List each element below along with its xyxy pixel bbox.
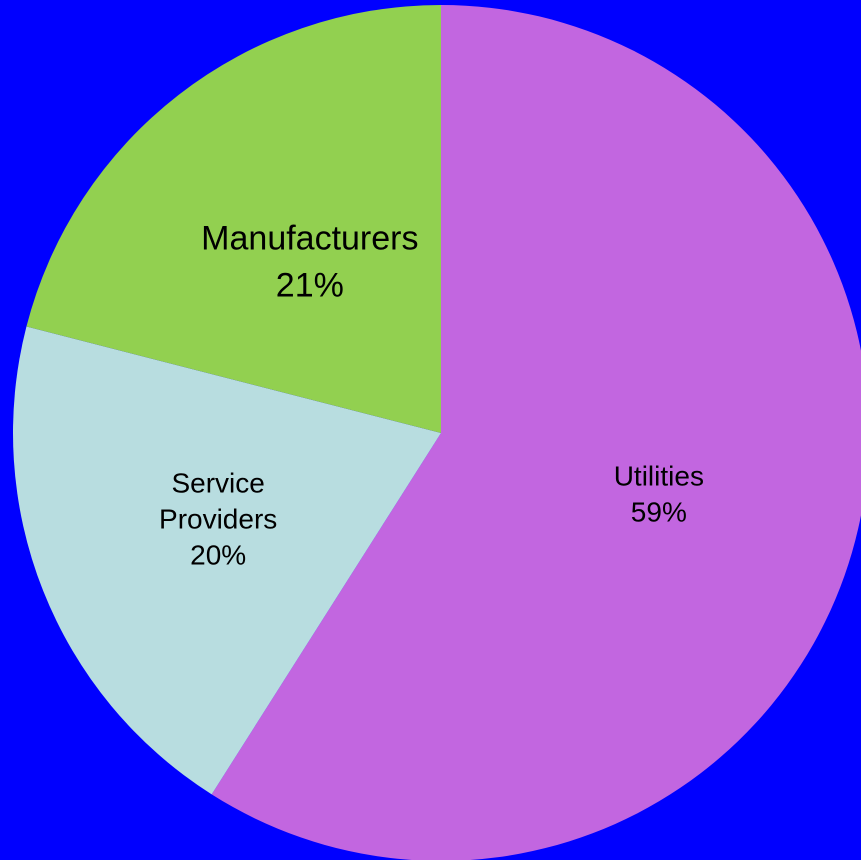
slice-name-label: Service	[171, 468, 264, 499]
pie-slices	[12, 5, 861, 860]
slice-name-label: Providers	[159, 504, 277, 535]
slice-percent-label: 21%	[276, 266, 344, 304]
pie-slice-label: Service Providers 20%	[159, 468, 277, 571]
slice-name-label: Utilities	[614, 461, 704, 492]
pie-labels: Utilities 59% Service Providers 20% Manufactu…	[159, 219, 704, 570]
pie-slice-label: Manufacturers 21%	[201, 219, 418, 304]
slice-percent-label: 59%	[631, 497, 687, 528]
slice-name-label: Manufacturers	[201, 219, 418, 257]
pie-slice-manufacturers	[26, 5, 441, 433]
pie-slice-label: Utilities 59%	[614, 461, 704, 528]
pie-slice-utilities	[211, 5, 861, 860]
slice-percent-label: 20%	[190, 540, 246, 571]
pie-slice-service-providers	[12, 326, 441, 795]
